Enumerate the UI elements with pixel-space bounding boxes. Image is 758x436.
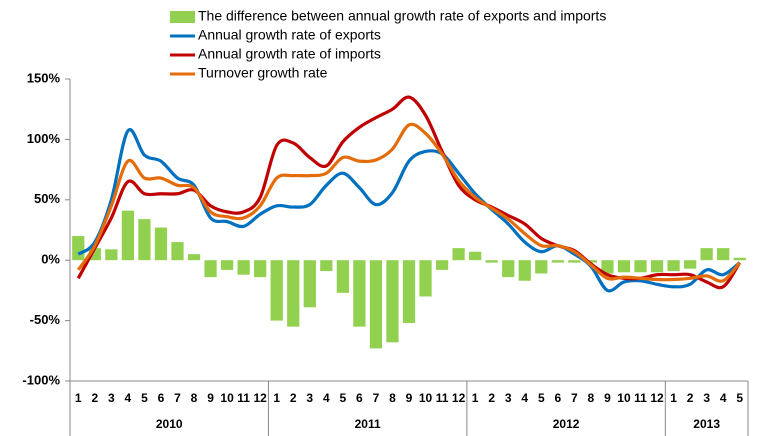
x-tick-label: 7 (571, 391, 578, 405)
bar (667, 260, 680, 272)
bar (270, 260, 283, 321)
x-tick-label: 3 (505, 391, 512, 405)
x-tick-label: 12 (650, 391, 664, 405)
bar (254, 260, 267, 278)
x-tick-label: 12 (452, 391, 466, 405)
x-tick-label: 9 (406, 391, 413, 405)
x-tick-label: 10 (617, 391, 631, 405)
bar (733, 257, 746, 261)
bar (369, 260, 383, 349)
x-tick-label: 5 (141, 391, 148, 405)
bar (419, 260, 432, 297)
bar (320, 260, 333, 272)
bar (584, 260, 598, 263)
x-tick-label: 2 (687, 391, 694, 405)
bar (336, 260, 349, 293)
bar (138, 219, 151, 261)
x-tick-label: 4 (720, 391, 727, 405)
bar (485, 260, 498, 263)
bar (717, 248, 730, 261)
bar (518, 260, 531, 281)
line (76, 122, 741, 283)
bar (154, 227, 168, 261)
legend-label: The difference between annual growth rat… (198, 8, 606, 24)
x-tick-label: 9 (604, 391, 611, 405)
y-tick-label: 100% (27, 131, 61, 146)
bar (469, 251, 482, 261)
y-tick-label: 150% (27, 70, 61, 85)
group-label: 2011 (355, 417, 381, 431)
bar (187, 254, 201, 261)
bar (700, 248, 713, 261)
line (77, 128, 741, 293)
x-tick-label: 12 (253, 391, 267, 405)
bar (634, 260, 647, 273)
legend-swatch (170, 11, 195, 23)
x-tick-label: 2 (488, 391, 495, 405)
bar (684, 260, 697, 269)
x-tick-label: 11 (436, 391, 449, 405)
bar (353, 260, 366, 327)
bar (386, 260, 399, 343)
x-tick-label: 6 (554, 391, 561, 405)
x-tick-label: 7 (373, 391, 380, 405)
legend-label: Annual growth rate of exports (198, 27, 381, 43)
x-tick-label: 2 (91, 391, 98, 405)
bar (303, 260, 316, 308)
x-tick-label: 8 (191, 391, 198, 405)
x-tick-label: 3 (108, 391, 115, 405)
bar (551, 260, 564, 263)
x-tick-label: 4 (125, 391, 132, 405)
bar (171, 242, 184, 261)
x-tick-label: 1 (75, 391, 82, 405)
y-tick-label: 0% (41, 252, 60, 267)
bar (287, 260, 300, 327)
bar (204, 260, 217, 278)
x-tick-label: 7 (174, 391, 181, 405)
x-tick-label: 2 (290, 391, 297, 405)
group-label: 2012 (553, 417, 580, 431)
bar (121, 210, 134, 261)
x-tick-label: 1 (670, 391, 677, 405)
y-tick-label: 50% (34, 191, 60, 206)
legend-label: Annual growth rate of imports (198, 46, 381, 62)
y-tick-label: -100% (22, 372, 60, 387)
x-tick-label: 10 (220, 391, 234, 405)
group-label: 2013 (693, 417, 720, 431)
x-tick-label: 4 (521, 391, 528, 405)
x-tick-label: 11 (237, 391, 250, 405)
x-tick-label: 11 (634, 391, 647, 405)
bar (617, 260, 631, 273)
bar (402, 260, 416, 324)
bar (650, 260, 664, 273)
x-tick-label: 6 (356, 391, 363, 405)
bar (237, 260, 250, 275)
x-tick-label: 1 (273, 391, 280, 405)
x-tick-label: 1 (472, 391, 479, 405)
x-tick-label: 4 (323, 391, 330, 405)
bar (105, 249, 118, 261)
bar (72, 236, 85, 261)
x-tick-label: 8 (389, 391, 396, 405)
x-tick-label: 5 (340, 391, 347, 405)
x-tick-label: 9 (207, 391, 214, 405)
x-tick-label: 8 (588, 391, 595, 405)
x-tick-label: 5 (538, 391, 545, 405)
legend-label: Turnover growth rate (198, 65, 328, 81)
x-tick-label: 10 (419, 391, 433, 405)
x-tick-label: 3 (306, 391, 313, 405)
bar (601, 260, 614, 274)
bar (502, 260, 515, 278)
y-tick-label: -50% (30, 312, 61, 327)
x-tick-label: 5 (736, 391, 743, 405)
bar (435, 260, 449, 270)
bar (220, 260, 234, 270)
bar (535, 260, 548, 274)
bar (568, 260, 581, 263)
bar (452, 248, 465, 261)
group-label: 2010 (156, 417, 183, 431)
x-tick-label: 6 (158, 391, 165, 405)
x-tick-label: 3 (703, 391, 710, 405)
